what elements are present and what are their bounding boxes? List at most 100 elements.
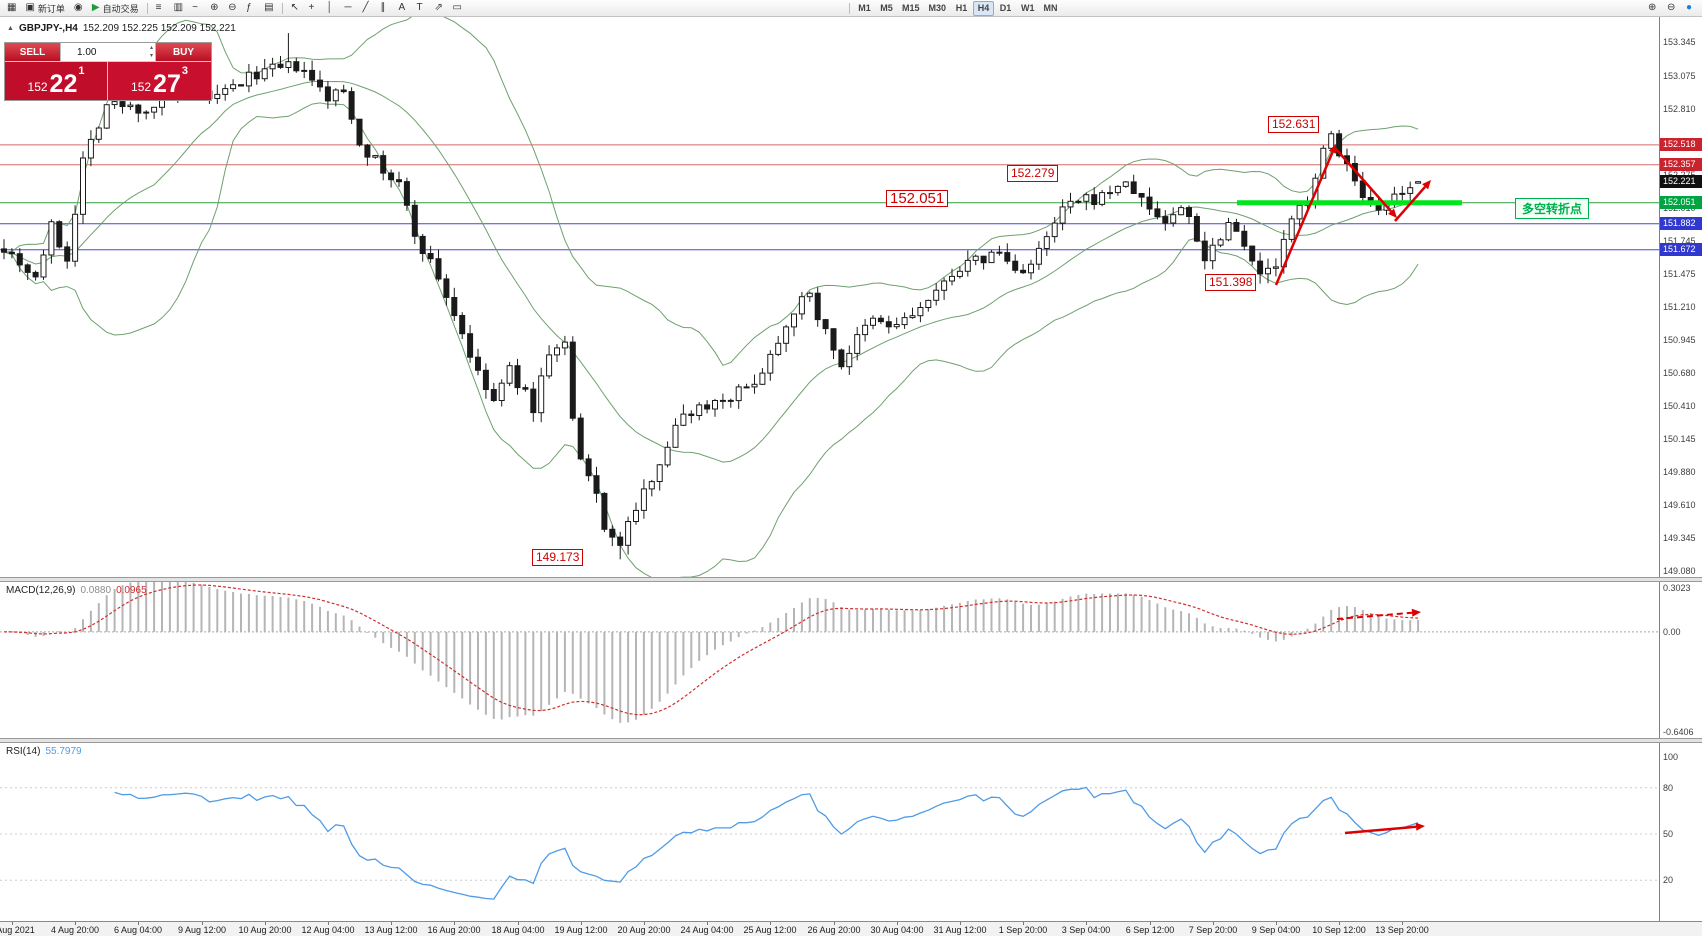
time-axis-tick — [138, 922, 139, 925]
symbol-collapse-icon[interactable]: ▲ — [7, 25, 14, 32]
zoom-in-button[interactable]: ⊕ — [206, 1, 223, 16]
rsi-axis-label: 20 — [1663, 875, 1674, 885]
time-axis-label: 10 Aug 20:00 — [238, 925, 292, 935]
text-tool-button[interactable]: A — [395, 1, 412, 16]
buy-button[interactable]: BUY — [156, 43, 211, 61]
templates-icon: ▤ — [264, 2, 274, 13]
time-axis-label: 9 Sep 04:00 — [1251, 925, 1301, 935]
templates-button[interactable]: ▤ — [260, 1, 277, 16]
spinner-down-icon[interactable]: ▾ — [149, 53, 153, 59]
timeframe-mn-button[interactable]: MN — [1043, 3, 1058, 13]
cursor-tool-button[interactable]: ↖ — [287, 1, 304, 16]
auto-trading-button[interactable]: ▶ 自动交易 — [88, 1, 143, 16]
time-axis-tick — [644, 922, 645, 925]
time-axis-label: 9 Aug 12:00 — [177, 925, 227, 935]
timeframe-h4-button[interactable]: H4 — [973, 0, 995, 16]
crosshair-tool-icon: + — [308, 2, 315, 13]
timeframe-m15-button[interactable]: M15 — [902, 3, 920, 13]
price-callout[interactable]: 152.051 — [886, 190, 949, 207]
toolbar: ▦ ▣ 新订单 ◉ ▶ 自动交易 ≡ ▥ ~ ⊕ ⊖ ƒ ▤ ↖ + │ ─ ╱ ∥ A T ⇗ ▭ M1 M5 M15 M30 H1… — [0, 0, 1702, 17]
trendline-tool-icon: ╱ — [362, 2, 369, 13]
zoom-in-button-right[interactable]: ⊕ — [1644, 1, 1661, 16]
time-axis-label: 30 Aug 04:00 — [870, 925, 924, 935]
price-axis-label: 150.680 — [1663, 368, 1696, 378]
time-axis-tick — [1339, 922, 1340, 925]
sell-price-button[interactable]: 152 22 1 — [5, 62, 108, 100]
time-axis-tick — [454, 922, 455, 925]
price-axis-highlight: 152.357 — [1660, 158, 1702, 171]
macd-axis-label: -0.6406 — [1663, 727, 1694, 737]
price-callout[interactable]: 152.631 — [1268, 116, 1320, 133]
horizontal-line-tool-button[interactable]: ─ — [341, 1, 358, 16]
shapes-tool-button[interactable]: ▭ — [449, 1, 466, 16]
panel-divider[interactable] — [0, 738, 1702, 743]
vertical-line-tool-icon: │ — [326, 2, 333, 13]
one-click-trading-widget: SELL 1.00 ▴ ▾ BUY 152 22 1 152 27 3 — [4, 42, 212, 101]
zoom-out-icon: ⊖ — [228, 2, 237, 13]
time-axis-label: 19 Aug 12:00 — [554, 925, 608, 935]
time-axis-label: 24 Aug 04:00 — [680, 925, 734, 935]
zoom-out-button[interactable]: ⊖ — [224, 1, 241, 16]
new-chart-button[interactable]: ▦ — [3, 1, 20, 16]
price-callout[interactable]: 151.398 — [1205, 274, 1257, 291]
buy-price-button[interactable]: 152 27 3 — [108, 62, 211, 100]
panel-divider[interactable] — [0, 577, 1702, 582]
time-axis-label: 26 Aug 20:00 — [807, 925, 861, 935]
time-axis-tick — [897, 922, 898, 925]
new-chart-icon: ▦ — [7, 2, 17, 13]
time-axis-tick — [1086, 922, 1087, 925]
rsi-axis-label: 50 — [1663, 829, 1674, 839]
volume-spinner[interactable]: ▴ ▾ — [150, 44, 153, 60]
macd-label: MACD(12,26,9) — [6, 585, 76, 596]
candlestick-chart-button[interactable]: ▥ — [170, 1, 187, 16]
arrows-tool-button[interactable]: ⇗ — [431, 1, 448, 16]
timeframe-w1-button[interactable]: W1 — [1021, 3, 1035, 13]
market-watch-button[interactable]: ◉ — [70, 1, 87, 16]
time-axis-label: 25 Aug 12:00 — [743, 925, 797, 935]
buy-price-prefix: 152 — [131, 80, 152, 94]
timeframe-h1-button[interactable]: H1 — [955, 3, 968, 13]
new-order-button-label: 新订单 — [37, 3, 65, 14]
bars-chart-button[interactable]: ≡ — [152, 1, 169, 16]
label-tool-icon: T — [416, 2, 423, 13]
zoom-out-button-right[interactable]: ⊖ — [1663, 1, 1680, 16]
turning-point-note[interactable]: 多空转折点 — [1515, 198, 1590, 219]
crosshair-tool-button[interactable]: + — [305, 1, 322, 16]
timeframe-m5-button[interactable]: M5 — [880, 3, 893, 13]
rsi-value: 55.7979 — [45, 746, 82, 757]
time-axis-tick — [75, 922, 76, 925]
toolbar-right-group: ⊕ ⊖ ● — [1644, 1, 1699, 16]
indicators-icon: ƒ — [246, 2, 252, 13]
rsi-panel-canvas[interactable] — [0, 743, 1659, 921]
price-callout[interactable]: 149.173 — [532, 549, 584, 566]
time-axis-tick — [202, 922, 203, 925]
price-callout[interactable]: 152.279 — [1007, 165, 1059, 182]
new-order-button[interactable]: ▣ 新订单 — [21, 1, 68, 16]
timeframe-m1-button[interactable]: M1 — [858, 3, 871, 13]
price-axis-label: 149.880 — [1663, 467, 1696, 477]
volume-input[interactable]: 1.00 ▴ ▾ — [60, 43, 156, 61]
indicators-button[interactable]: ƒ — [242, 1, 259, 16]
price-axis-highlight: 152.221 — [1660, 175, 1702, 188]
time-axis-label: 1 Sep 20:00 — [998, 925, 1048, 935]
sell-button[interactable]: SELL — [5, 43, 60, 61]
main-chart-canvas[interactable] — [0, 17, 1659, 577]
channel-tool-button[interactable]: ∥ — [377, 1, 394, 16]
price-axis-label: 150.410 — [1663, 401, 1696, 411]
symbol-title: GBPJPY-,H4 — [18, 23, 78, 34]
macd-panel-canvas[interactable] — [0, 582, 1659, 738]
line-chart-button[interactable]: ~ — [188, 1, 205, 16]
time-axis-tick — [1402, 922, 1403, 925]
text-tool-icon: A — [398, 2, 406, 13]
spinner-up-icon[interactable]: ▴ — [149, 45, 153, 51]
time-axis[interactable]: 3 Aug 2021 4 Aug 20:00 6 Aug 04:00 9 Aug 12… — [0, 921, 1702, 936]
trendline-tool-button[interactable]: ╱ — [359, 1, 376, 16]
timeframe-d1-button[interactable]: D1 — [999, 3, 1012, 13]
rsi-label: RSI(14) — [6, 746, 41, 757]
time-axis-tick — [1150, 922, 1151, 925]
label-tool-button[interactable]: T — [413, 1, 430, 16]
vertical-line-tool-button[interactable]: │ — [323, 1, 340, 16]
zoom-in-right-icon: ⊕ — [1648, 2, 1657, 13]
help-icon[interactable]: ● — [1682, 1, 1699, 16]
timeframe-m30-button[interactable]: M30 — [928, 3, 947, 13]
